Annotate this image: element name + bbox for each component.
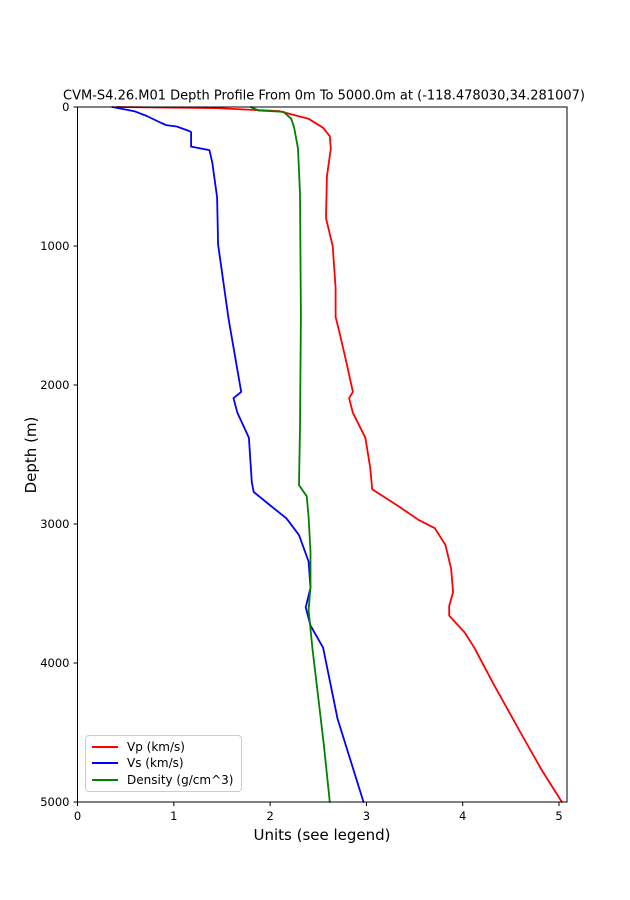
legend-item-vs: Vs (km/s): [92, 755, 235, 771]
x-tick-label: 5: [555, 809, 562, 823]
legend-label-density: Density (g/cm^3): [127, 772, 234, 787]
y-tick-label: 3000: [40, 517, 69, 531]
y-tick-label: 5000: [40, 795, 69, 809]
y-tick-label: 1000: [40, 239, 69, 253]
legend-label-vs: Vs (km/s): [127, 756, 184, 771]
x-tick-label: 1: [170, 809, 177, 823]
x-tick-label: 0: [74, 809, 81, 823]
y-axis-label: Depth (m): [22, 416, 40, 494]
y-tick-label: 4000: [40, 656, 69, 670]
y-tick-label: 0: [62, 100, 69, 114]
density-line: [249, 106, 331, 803]
x-tick-label: 4: [459, 809, 466, 823]
legend-item-vp: Vp (km/s): [92, 739, 235, 755]
vs-line-swatch: [92, 762, 118, 765]
chart-title: CVM-S4.26.M01 Depth Profile From 0m To 5…: [63, 88, 585, 104]
density-line-swatch: [92, 778, 118, 781]
x-axis-label: Units (see legend): [253, 826, 391, 844]
vp-line: [115, 106, 563, 803]
legend: Vp (km/s) Vs (km/s) Density (g/cm^3): [85, 735, 242, 792]
vp-line-swatch: [92, 746, 118, 749]
legend-label-vp: Vp (km/s): [127, 740, 185, 755]
y-tick-label: 2000: [40, 378, 69, 392]
x-tick-label: 2: [266, 809, 273, 823]
legend-item-density: Density (g/cm^3): [92, 772, 235, 788]
x-tick-label: 3: [363, 809, 370, 823]
plot-border: [77, 106, 568, 803]
